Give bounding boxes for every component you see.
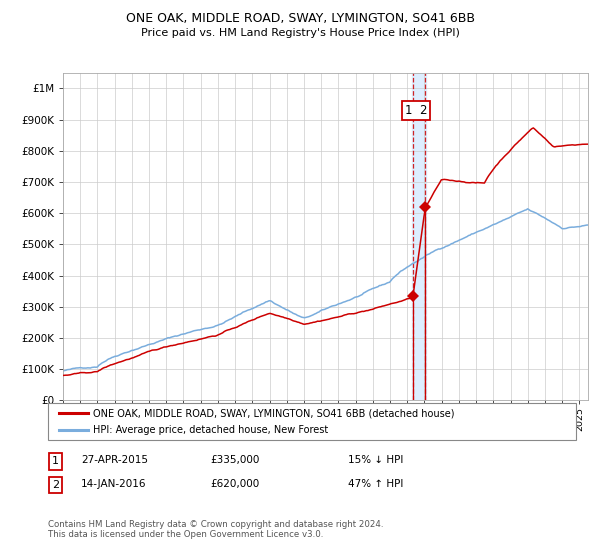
Text: 14-JAN-2016: 14-JAN-2016 [81,479,146,489]
Text: Contains HM Land Registry data © Crown copyright and database right 2024.
This d: Contains HM Land Registry data © Crown c… [48,520,383,539]
Text: £620,000: £620,000 [210,479,259,489]
Text: 15% ↓ HPI: 15% ↓ HPI [348,455,403,465]
Text: £335,000: £335,000 [210,455,259,465]
Text: 1: 1 [52,456,59,466]
Bar [412,73,426,400]
Text: Price paid vs. HM Land Registry's House Price Index (HPI): Price paid vs. HM Land Registry's House … [140,28,460,38]
Text: 47% ↑ HPI: 47% ↑ HPI [348,479,403,489]
Text: 27-APR-2015: 27-APR-2015 [81,455,148,465]
Text: 2: 2 [52,480,59,490]
Text: 1  2: 1 2 [405,104,427,117]
FancyBboxPatch shape [49,477,62,493]
FancyBboxPatch shape [48,403,576,440]
Text: ONE OAK, MIDDLE ROAD, SWAY, LYMINGTON, SO41 6BB (detached house): ONE OAK, MIDDLE ROAD, SWAY, LYMINGTON, S… [93,408,454,418]
FancyBboxPatch shape [49,454,62,469]
Text: HPI: Average price, detached house, New Forest: HPI: Average price, detached house, New … [93,425,328,435]
Text: ONE OAK, MIDDLE ROAD, SWAY, LYMINGTON, SO41 6BB: ONE OAK, MIDDLE ROAD, SWAY, LYMINGTON, S… [125,12,475,25]
